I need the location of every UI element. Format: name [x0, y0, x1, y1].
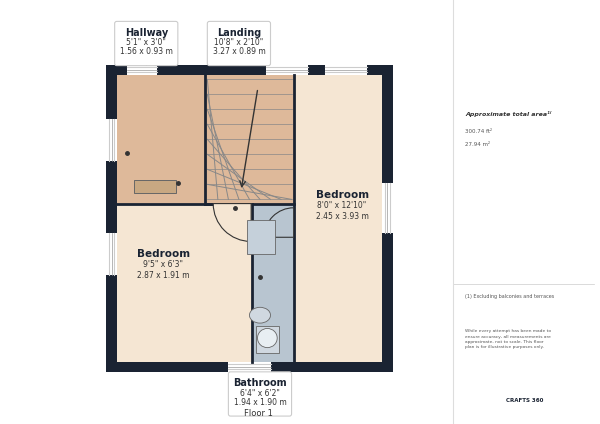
Text: 9'5" x 6'3": 9'5" x 6'3" — [143, 260, 183, 269]
Ellipse shape — [257, 329, 277, 348]
Text: Landing: Landing — [217, 28, 261, 38]
Bar — [106, 119, 117, 162]
Text: 1.56 x 0.93 m: 1.56 x 0.93 m — [120, 47, 173, 56]
Bar — [251, 204, 293, 362]
Text: Floor 1: Floor 1 — [244, 409, 272, 418]
Ellipse shape — [250, 307, 271, 323]
Text: 1.94 x 1.90 m: 1.94 x 1.90 m — [233, 398, 286, 407]
Text: 3.27 x 0.89 m: 3.27 x 0.89 m — [212, 47, 265, 56]
Text: 10'8" x 2'10": 10'8" x 2'10" — [214, 38, 263, 47]
Text: Approximate total area¹⁽: Approximate total area¹⁽ — [465, 112, 551, 117]
Bar — [266, 64, 308, 75]
Text: Bedroom: Bedroom — [316, 190, 368, 200]
Bar — [256, 326, 279, 353]
Bar — [117, 75, 205, 204]
Text: 5'1" x 3'0": 5'1" x 3'0" — [127, 38, 166, 47]
Bar — [117, 204, 251, 362]
Text: 300.74 ft²: 300.74 ft² — [465, 129, 492, 134]
Text: 2.45 x 3.93 m: 2.45 x 3.93 m — [316, 212, 368, 221]
Text: (1) Excluding balconies and terraces: (1) Excluding balconies and terraces — [465, 294, 554, 299]
Bar — [127, 64, 157, 75]
Bar — [325, 64, 367, 75]
Bar — [106, 233, 117, 275]
Bar — [205, 75, 293, 204]
Wedge shape — [213, 204, 251, 242]
Bar — [134, 180, 176, 193]
Text: While every attempt has been made to
ensure accuracy, all measurements are
appro: While every attempt has been made to ens… — [465, 329, 551, 349]
FancyBboxPatch shape — [229, 372, 292, 416]
Bar — [229, 362, 271, 372]
Text: 8'0" x 12'10": 8'0" x 12'10" — [317, 201, 367, 210]
Text: Bedroom: Bedroom — [137, 249, 190, 259]
Text: Hallway: Hallway — [125, 28, 168, 38]
FancyBboxPatch shape — [208, 21, 271, 66]
Wedge shape — [264, 208, 293, 237]
Bar — [106, 64, 392, 372]
Text: CRAFTS 360: CRAFTS 360 — [506, 398, 544, 403]
Text: Bathroom: Bathroom — [233, 379, 287, 388]
Bar — [247, 220, 275, 254]
Text: 2.87 x 1.91 m: 2.87 x 1.91 m — [137, 271, 190, 280]
Text: 6'4" x 6'2": 6'4" x 6'2" — [240, 389, 280, 398]
FancyBboxPatch shape — [115, 21, 178, 66]
Bar — [293, 75, 382, 362]
Text: 27.94 m²: 27.94 m² — [465, 142, 490, 147]
Bar — [382, 182, 392, 233]
